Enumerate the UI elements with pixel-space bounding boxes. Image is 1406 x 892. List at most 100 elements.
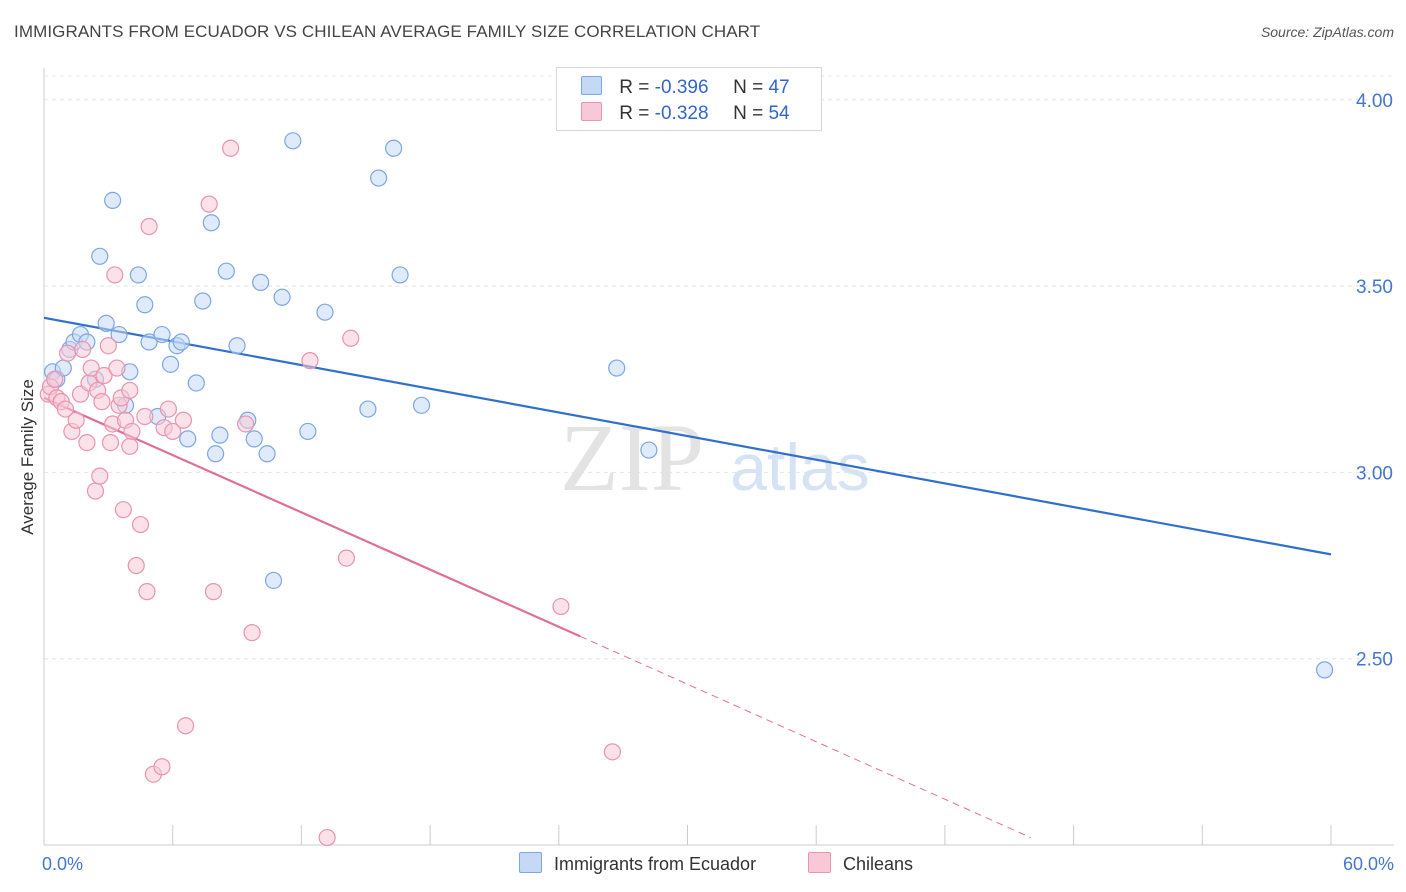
x-tick-label: 60.0% bbox=[1343, 854, 1394, 874]
chilean-point bbox=[222, 139, 240, 157]
ecuador-point bbox=[194, 292, 212, 310]
y-axis-label: Average Family Size bbox=[18, 379, 37, 535]
bottom-legend-swatch-pink bbox=[808, 852, 831, 873]
trend-lines bbox=[43, 316, 1332, 839]
legend-swatch-pink bbox=[581, 102, 602, 121]
source-label: Source: ZipAtlas.com bbox=[1260, 24, 1394, 40]
chilean-point bbox=[136, 407, 154, 426]
chilean-point bbox=[99, 337, 117, 355]
legend-r-label: R = bbox=[619, 103, 655, 124]
ecuador-point bbox=[258, 445, 276, 463]
chilean-point bbox=[243, 624, 261, 642]
chilean-point bbox=[95, 366, 113, 385]
chilean-point bbox=[56, 400, 75, 418]
y-tick-label: 3.50 bbox=[1356, 277, 1393, 298]
ecuador-point bbox=[140, 333, 158, 351]
bottom-legend-label: Chileans bbox=[843, 854, 914, 874]
chilean-point bbox=[204, 583, 223, 601]
chilean-point bbox=[74, 340, 92, 359]
ecuador-point bbox=[179, 430, 197, 448]
chilean-point bbox=[78, 433, 96, 452]
ecuador-point bbox=[370, 169, 388, 187]
ecuador-point bbox=[110, 325, 128, 344]
ecuador-trend-line bbox=[43, 316, 1332, 556]
chilean-point bbox=[176, 717, 195, 735]
chilean-point bbox=[93, 393, 111, 411]
ecuador-point bbox=[228, 337, 246, 355]
chilean-point bbox=[58, 344, 77, 362]
watermark: ZIP atlas bbox=[560, 404, 870, 511]
ecuador-point bbox=[172, 333, 190, 351]
legend-r-value: -0.328 bbox=[654, 103, 709, 124]
ecuador-point bbox=[207, 445, 225, 463]
chilean-point bbox=[337, 549, 356, 567]
legend-row-ecuador: R = -0.396 N = 47 bbox=[581, 76, 790, 100]
ecuador-point bbox=[359, 400, 377, 418]
legend-row-chileans: R = -0.328 N = 54 bbox=[581, 102, 790, 126]
legend-n-label: N = bbox=[733, 103, 769, 124]
tick-labels: 2.50 3.00 3.50 4.00 0.0% 60.0% bbox=[42, 91, 1394, 874]
ecuador-point bbox=[211, 426, 229, 444]
chilean-point bbox=[123, 422, 141, 441]
chilean-point bbox=[301, 352, 319, 370]
chilean-point bbox=[114, 501, 132, 519]
legend-r-value: -0.396 bbox=[654, 77, 709, 98]
x-tick-label: 0.0% bbox=[42, 854, 83, 874]
ecuador-point bbox=[245, 430, 263, 448]
chilean-point bbox=[108, 359, 126, 377]
stats-legend: R = -0.396 N = 47 R = -0.328 N = 54 bbox=[556, 67, 822, 131]
chilean-point bbox=[174, 411, 193, 429]
legend-n-value: 47 bbox=[768, 77, 790, 98]
bottom-legend-label: Immigrants from Ecuador bbox=[554, 854, 757, 874]
chart-title: IMMIGRANTS FROM ECUADOR VS CHILEAN AVERA… bbox=[14, 22, 761, 41]
bottom-legend-ecuador: Immigrants from Ecuador bbox=[519, 852, 756, 875]
ecuador-point bbox=[91, 247, 109, 265]
chilean-point bbox=[121, 381, 139, 400]
ecuador-point bbox=[391, 266, 409, 284]
gridlines bbox=[44, 75, 1394, 660]
data-points bbox=[39, 132, 1334, 847]
ecuador-point bbox=[153, 325, 171, 344]
ecuador-point bbox=[217, 262, 235, 280]
chilean-point bbox=[237, 415, 255, 433]
bottom-legend-swatch-blue bbox=[519, 852, 542, 873]
ecuador-point bbox=[161, 355, 180, 373]
chilean-point bbox=[91, 467, 109, 485]
chilean-point bbox=[121, 437, 139, 455]
ecuador-point bbox=[97, 314, 115, 332]
chilean-point bbox=[131, 515, 150, 534]
ecuador-point bbox=[136, 296, 154, 314]
ecuador-point bbox=[273, 288, 291, 306]
y-tick-label: 4.00 bbox=[1356, 91, 1393, 112]
chilean-point bbox=[603, 743, 622, 761]
chilean-point bbox=[127, 556, 145, 575]
ecuador-point bbox=[412, 396, 431, 414]
chilean-point bbox=[67, 411, 85, 429]
chilean-point bbox=[82, 359, 100, 377]
ecuador-point bbox=[316, 303, 334, 321]
ecuador-point bbox=[284, 132, 302, 150]
ecuador-point bbox=[1315, 661, 1334, 679]
ecuador-point bbox=[299, 422, 317, 441]
legend-swatch-blue bbox=[581, 76, 602, 95]
legend-r-label: R = bbox=[619, 77, 655, 98]
ecuador-point bbox=[104, 191, 122, 210]
y-tick-label: 3.00 bbox=[1356, 463, 1393, 484]
legend-n-label: N = bbox=[733, 77, 769, 98]
legend-n-value: 54 bbox=[768, 103, 790, 124]
chilean-point bbox=[106, 266, 124, 284]
chilean-point bbox=[342, 329, 360, 347]
chilean-point bbox=[153, 758, 171, 776]
ecuador-point bbox=[385, 139, 403, 157]
ecuador-point bbox=[202, 214, 220, 232]
chilean-point bbox=[46, 370, 64, 388]
watermark-zip: ZIP bbox=[560, 404, 704, 511]
ecuador-point bbox=[187, 374, 205, 392]
ecuador-point bbox=[252, 273, 270, 291]
chilean-point bbox=[138, 583, 156, 601]
y-tick-label: 2.50 bbox=[1356, 650, 1393, 671]
ecuador-point bbox=[264, 571, 283, 590]
axes bbox=[43, 68, 1394, 846]
bottom-legend-chileans: Chileans bbox=[808, 852, 913, 875]
